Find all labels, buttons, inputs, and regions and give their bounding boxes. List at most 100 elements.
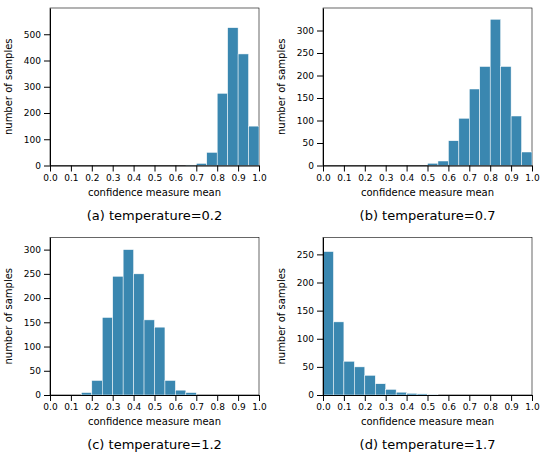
x-tick: 0.7 bbox=[190, 166, 204, 183]
bar bbox=[480, 67, 490, 166]
x-tick-label: 0.1 bbox=[337, 402, 351, 412]
y-tick: 300 bbox=[297, 26, 323, 36]
y-tick-mark bbox=[317, 254, 323, 255]
x-tick-label: 0.9 bbox=[504, 402, 519, 412]
bar bbox=[144, 165, 154, 166]
x-axis: 0.00.10.20.30.40.50.60.70.80.91.0 bbox=[316, 395, 540, 412]
bar bbox=[365, 165, 375, 166]
bar bbox=[469, 89, 479, 166]
x-tick-mark bbox=[217, 395, 218, 401]
y-axis-title: number of samples bbox=[276, 38, 287, 135]
y-tick: 250 bbox=[297, 48, 323, 58]
y-axis: 050100150200250 bbox=[297, 238, 324, 400]
x-tick-label: 0.0 bbox=[316, 402, 331, 412]
x-tick-mark bbox=[175, 395, 176, 401]
x-tick-label: 0.3 bbox=[106, 173, 120, 183]
bar bbox=[175, 165, 185, 166]
x-tick: 1.0 bbox=[525, 395, 540, 412]
plot-frame bbox=[323, 238, 532, 396]
x-tick: 0.8 bbox=[484, 166, 499, 183]
x-tick-label: 0.4 bbox=[400, 173, 415, 183]
x-tick-mark bbox=[259, 395, 260, 401]
x-tick-mark bbox=[407, 166, 408, 172]
y-tick: 200 bbox=[24, 293, 50, 303]
bar bbox=[344, 361, 354, 395]
x-axis: 0.00.10.20.30.40.50.60.70.80.91.0 bbox=[43, 166, 267, 183]
x-tick: 0.7 bbox=[463, 166, 477, 183]
x-tick: 0.0 bbox=[43, 395, 58, 412]
x-tick: 0.2 bbox=[358, 166, 372, 183]
x-tick-mark bbox=[386, 166, 387, 172]
bar bbox=[344, 165, 354, 166]
y-tick-label: 150 bbox=[297, 93, 314, 103]
x-tick-mark bbox=[238, 395, 239, 401]
x-tick-label: 0.6 bbox=[442, 402, 457, 412]
y-tick: 0 bbox=[35, 161, 50, 171]
y-tick-mark bbox=[317, 395, 323, 396]
bar bbox=[196, 163, 206, 165]
y-tick-mark bbox=[317, 367, 323, 368]
x-tick: 0.5 bbox=[148, 395, 162, 412]
y-tick: 50 bbox=[30, 366, 50, 376]
bar bbox=[60, 395, 70, 396]
y-tick-mark bbox=[44, 371, 50, 372]
x-tick-label: 0.5 bbox=[148, 173, 162, 183]
x-tick: 0.6 bbox=[442, 395, 457, 412]
x-tick: 0.8 bbox=[484, 395, 499, 412]
y-axis-title: number of samples bbox=[3, 38, 14, 135]
x-tick: 0.2 bbox=[85, 166, 99, 183]
y-tick: 250 bbox=[24, 269, 50, 279]
bar bbox=[217, 93, 227, 165]
bar bbox=[501, 67, 511, 166]
bar bbox=[50, 165, 60, 166]
bar bbox=[81, 165, 91, 166]
x-tick: 0.9 bbox=[504, 395, 519, 412]
x-tick-mark bbox=[134, 395, 135, 401]
x-tick: 0.4 bbox=[127, 166, 142, 183]
y-tick-label: 300 bbox=[24, 245, 41, 255]
caption: (d) temperature=1.7 bbox=[360, 437, 496, 452]
bar bbox=[186, 164, 196, 165]
bar bbox=[354, 165, 364, 166]
x-tick-mark bbox=[155, 395, 156, 401]
x-tick: 0.3 bbox=[379, 395, 393, 412]
x-tick-mark bbox=[196, 395, 197, 401]
y-tick-label: 300 bbox=[297, 26, 314, 36]
bar bbox=[448, 141, 458, 166]
y-tick-label: 300 bbox=[24, 82, 41, 92]
x-tick-mark bbox=[50, 166, 51, 172]
bar bbox=[207, 395, 217, 396]
x-tick-label: 0.3 bbox=[379, 173, 393, 183]
y-tick-mark bbox=[317, 53, 323, 54]
x-tick-label: 1.0 bbox=[252, 402, 267, 412]
bar bbox=[102, 317, 112, 395]
x-tick-label: 0.6 bbox=[169, 173, 184, 183]
bar bbox=[102, 165, 112, 166]
x-tick: 0.8 bbox=[211, 395, 226, 412]
bar bbox=[333, 165, 343, 166]
x-tick: 0.4 bbox=[127, 395, 142, 412]
y-tick: 50 bbox=[303, 138, 323, 148]
y-tick-label: 250 bbox=[297, 48, 314, 58]
panel: 0.00.10.20.30.40.50.60.70.80.91.00501001… bbox=[276, 238, 540, 453]
bar bbox=[175, 390, 185, 395]
y-tick: 150 bbox=[24, 318, 50, 328]
bar bbox=[511, 395, 521, 396]
y-tick-label: 200 bbox=[297, 278, 314, 288]
bar bbox=[459, 118, 469, 165]
bar bbox=[60, 165, 70, 166]
x-tick-label: 0.9 bbox=[231, 173, 246, 183]
figure: 0.00.10.20.30.40.50.60.70.80.91.00100200… bbox=[0, 0, 546, 459]
bar bbox=[165, 380, 175, 395]
x-tick-label: 0.5 bbox=[421, 173, 435, 183]
y-tick-label: 250 bbox=[24, 269, 41, 279]
x-tick: 0.1 bbox=[64, 395, 78, 412]
bar bbox=[428, 163, 438, 165]
x-tick-label: 0.0 bbox=[43, 402, 58, 412]
x-tick: 0.5 bbox=[148, 166, 162, 183]
bar bbox=[196, 395, 206, 396]
bar bbox=[249, 126, 259, 165]
caption: (a) temperature=0.2 bbox=[87, 208, 223, 223]
x-tick-label: 0.4 bbox=[400, 402, 415, 412]
x-tick-mark bbox=[196, 166, 197, 172]
